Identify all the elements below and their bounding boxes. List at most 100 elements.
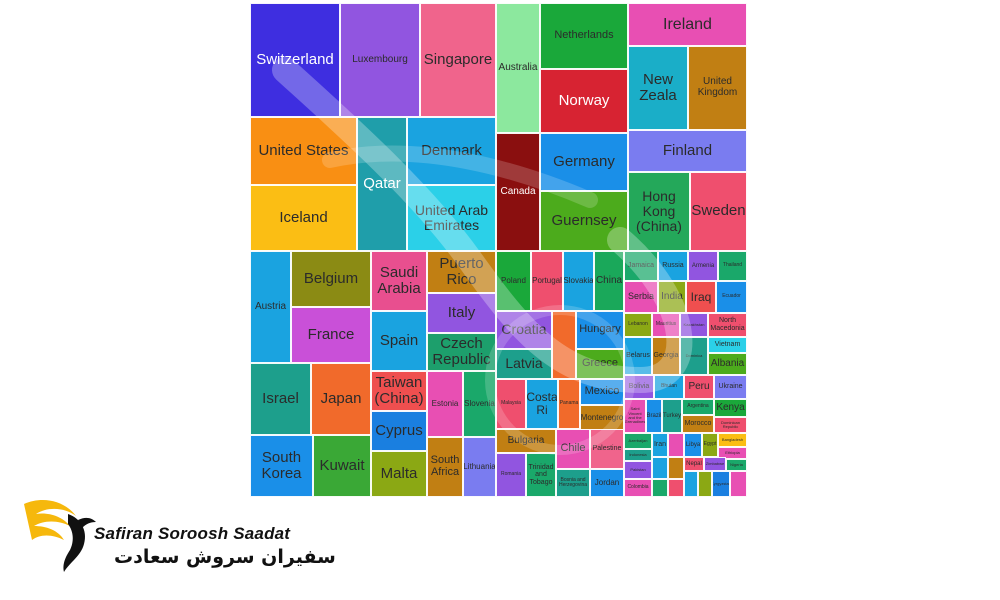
treemap-cell-label: Norway xyxy=(558,91,610,109)
treemap-cell-india: India xyxy=(658,281,686,313)
treemap-cell-label: Ethiopia xyxy=(725,449,740,455)
treemap-cell-denmark: Denmark xyxy=(407,117,496,185)
treemap-cell-label: Slovakia xyxy=(563,275,594,285)
treemap-cell-estonia: Estonia xyxy=(427,371,463,437)
treemap-cell-luxembourg: Luxembourg xyxy=(340,3,420,117)
treemap-cell-bhutan: Bhutan xyxy=(654,375,684,399)
treemap-cell-switzerland: Switzerland xyxy=(250,3,340,117)
treemap-cell-label: Pakistan xyxy=(630,466,646,472)
treemap-cell-label: Jordan xyxy=(594,477,620,487)
treemap-cell-label: Malta xyxy=(380,464,418,482)
treemap-cell-label: Hungary xyxy=(579,323,621,336)
treemap-cell-label: Armenia xyxy=(691,262,715,269)
treemap-cell-mauritius: Mauritius xyxy=(652,313,680,337)
treemap-cell-ecuador: Ecuador xyxy=(716,281,747,313)
treemap-chart: Switzerland Luxembourg Singapore Australia N… xyxy=(250,3,747,497)
treemap-cell-iraq: Iraq xyxy=(686,281,716,313)
treemap-cell-label: Iraq xyxy=(690,289,712,304)
treemap-cell-label: Belgium xyxy=(303,269,359,287)
treemap-cell-kenya: Kenya xyxy=(714,399,747,417)
treemap-cell-label: Malaysia xyxy=(501,400,521,407)
treemap-cell-label: Nigeria xyxy=(730,461,743,467)
treemap-cell-canada: Canada xyxy=(496,133,540,251)
treemap-cell-label: Zimbabwe xyxy=(705,460,725,466)
treemap-cell-poland: Poland xyxy=(496,251,531,311)
treemap-cell-puerto-rico: Puerto Rico xyxy=(427,251,496,293)
treemap-cell-norway: Norway xyxy=(540,69,628,133)
treemap-cell-label: Russia xyxy=(662,262,684,270)
treemap-cell-taiwan-china: Taiwan (China) xyxy=(371,371,427,411)
treemap-cell-label: Trinidad and Tobago xyxy=(528,463,554,486)
treemap-cell-slovenia: Slovenia xyxy=(463,371,496,437)
treemap-cell-argentina: Argentina xyxy=(682,399,714,415)
treemap-cell-azerbaijan: Azerbaijan xyxy=(624,433,652,449)
treemap-cell-label: Serbia xyxy=(627,291,654,302)
treemap-cell-slovakia: Slovakia xyxy=(563,251,594,311)
treemap-cell-label: Ukraine xyxy=(718,383,743,391)
treemap-cell-label: Brazil xyxy=(646,412,662,419)
treemap-cell-label: Ireland xyxy=(663,15,712,33)
treemap-cell-belarus: Belarus xyxy=(624,337,652,375)
treemap-cell-label: Panama xyxy=(559,400,579,407)
treemap-cell-israel: Israel xyxy=(250,363,311,435)
treemap-cell-kuwait: Kuwait xyxy=(313,435,371,497)
treemap-cell-label: Finland xyxy=(662,141,713,159)
treemap-cell-portugal: Portugal xyxy=(531,251,563,311)
treemap-cell-croatia: Croatia xyxy=(496,311,552,349)
treemap-cell-singapore: Singapore xyxy=(420,3,496,117)
treemap-cell-iran: Iran xyxy=(652,433,668,457)
treemap-cell-label: Albania xyxy=(710,357,745,369)
treemap-cell-cell-92 xyxy=(668,433,684,457)
treemap-cell-bolivia: Bolivia xyxy=(624,375,654,399)
treemap-cell-spain: Spain xyxy=(371,311,427,371)
treemap-cell-hong-kong-china: Hong Kong (China) xyxy=(628,172,690,251)
treemap-cell-peru: Peru xyxy=(684,375,714,399)
treemap-cell-label: Lithuania xyxy=(463,461,496,471)
treemap-cell-nigeria: Nigeria xyxy=(726,459,747,471)
treemap-cell-south-korea: South Korea xyxy=(250,435,313,497)
treemap-cell-label: Thailand xyxy=(722,262,743,269)
treemap-cell-label: Bosnia and Herzegovina xyxy=(558,476,588,488)
treemap-cell-label: Romania xyxy=(500,471,521,478)
treemap-cell-label: Turkey xyxy=(662,412,682,419)
treemap-cell-label: Croatia xyxy=(501,321,547,338)
treemap-cell-united-kingdom: United Kingdom xyxy=(688,46,747,130)
treemap-cell-label: Israel xyxy=(262,389,299,407)
treemap-cell-label: India xyxy=(661,290,683,302)
treemap-cell-china: China xyxy=(594,251,624,311)
treemap-cell-cyprus: Cyprus xyxy=(371,411,427,451)
treemap-cell-label: Iceland xyxy=(279,208,328,226)
treemap-cell-label: China xyxy=(595,274,623,286)
treemap-cell-cell-105 xyxy=(652,479,668,497)
treemap-cell-morocco: Morocco xyxy=(682,415,714,433)
treemap-cell-label: Egypt xyxy=(703,441,717,448)
treemap-cell-label: South Africa xyxy=(430,454,460,478)
treemap-cell-colombia: Colombia xyxy=(624,479,652,497)
treemap-cell-indonesia: Indonesia xyxy=(624,449,652,461)
treemap-cell-cell-102 xyxy=(652,457,668,479)
treemap-cell-label: Costa Ri xyxy=(526,390,558,417)
treemap-cell-label: Sweden xyxy=(691,202,746,220)
treemap-cell-label: United Arab Emirates xyxy=(414,201,489,233)
treemap-cell-label: Slovenia xyxy=(464,398,495,408)
treemap-cell-label: Chile xyxy=(560,442,586,455)
treemap-cell-lebanon: Lebanon xyxy=(624,313,652,337)
treemap-cell-label: France xyxy=(307,325,355,343)
treemap-cell-netherlands: Netherlands xyxy=(540,3,628,69)
treemap-cell-label: Dominica xyxy=(685,352,703,358)
treemap-cell-costa-ri: Costa Ri xyxy=(526,379,558,429)
treemap-cell-label: Bolivia xyxy=(628,383,650,391)
treemap-cell-jordan: Jordan xyxy=(590,469,624,497)
logo-name-persian: سفیران سروش سعادت xyxy=(114,546,336,568)
treemap-cell-label: Qatar xyxy=(363,174,401,192)
treemap-cell-cell-47 xyxy=(552,311,576,379)
treemap-cell-pakistan: Pakistan xyxy=(624,461,652,479)
treemap-cell-label: Kuwait xyxy=(319,456,365,474)
treemap-cell-label: Guernsey xyxy=(551,211,617,229)
treemap-cell-bosnia-and-herzegovina: Bosnia and Herzegovina xyxy=(556,469,590,497)
treemap-cell-jamaica: Jamaica xyxy=(624,251,658,281)
treemap-cell-sweden: Sweden xyxy=(690,172,747,251)
treemap-cell-serbia: Serbia xyxy=(624,281,658,313)
treemap-cell-label: Bangladesh xyxy=(721,436,744,442)
treemap-cell-greece: Greece xyxy=(576,349,624,379)
